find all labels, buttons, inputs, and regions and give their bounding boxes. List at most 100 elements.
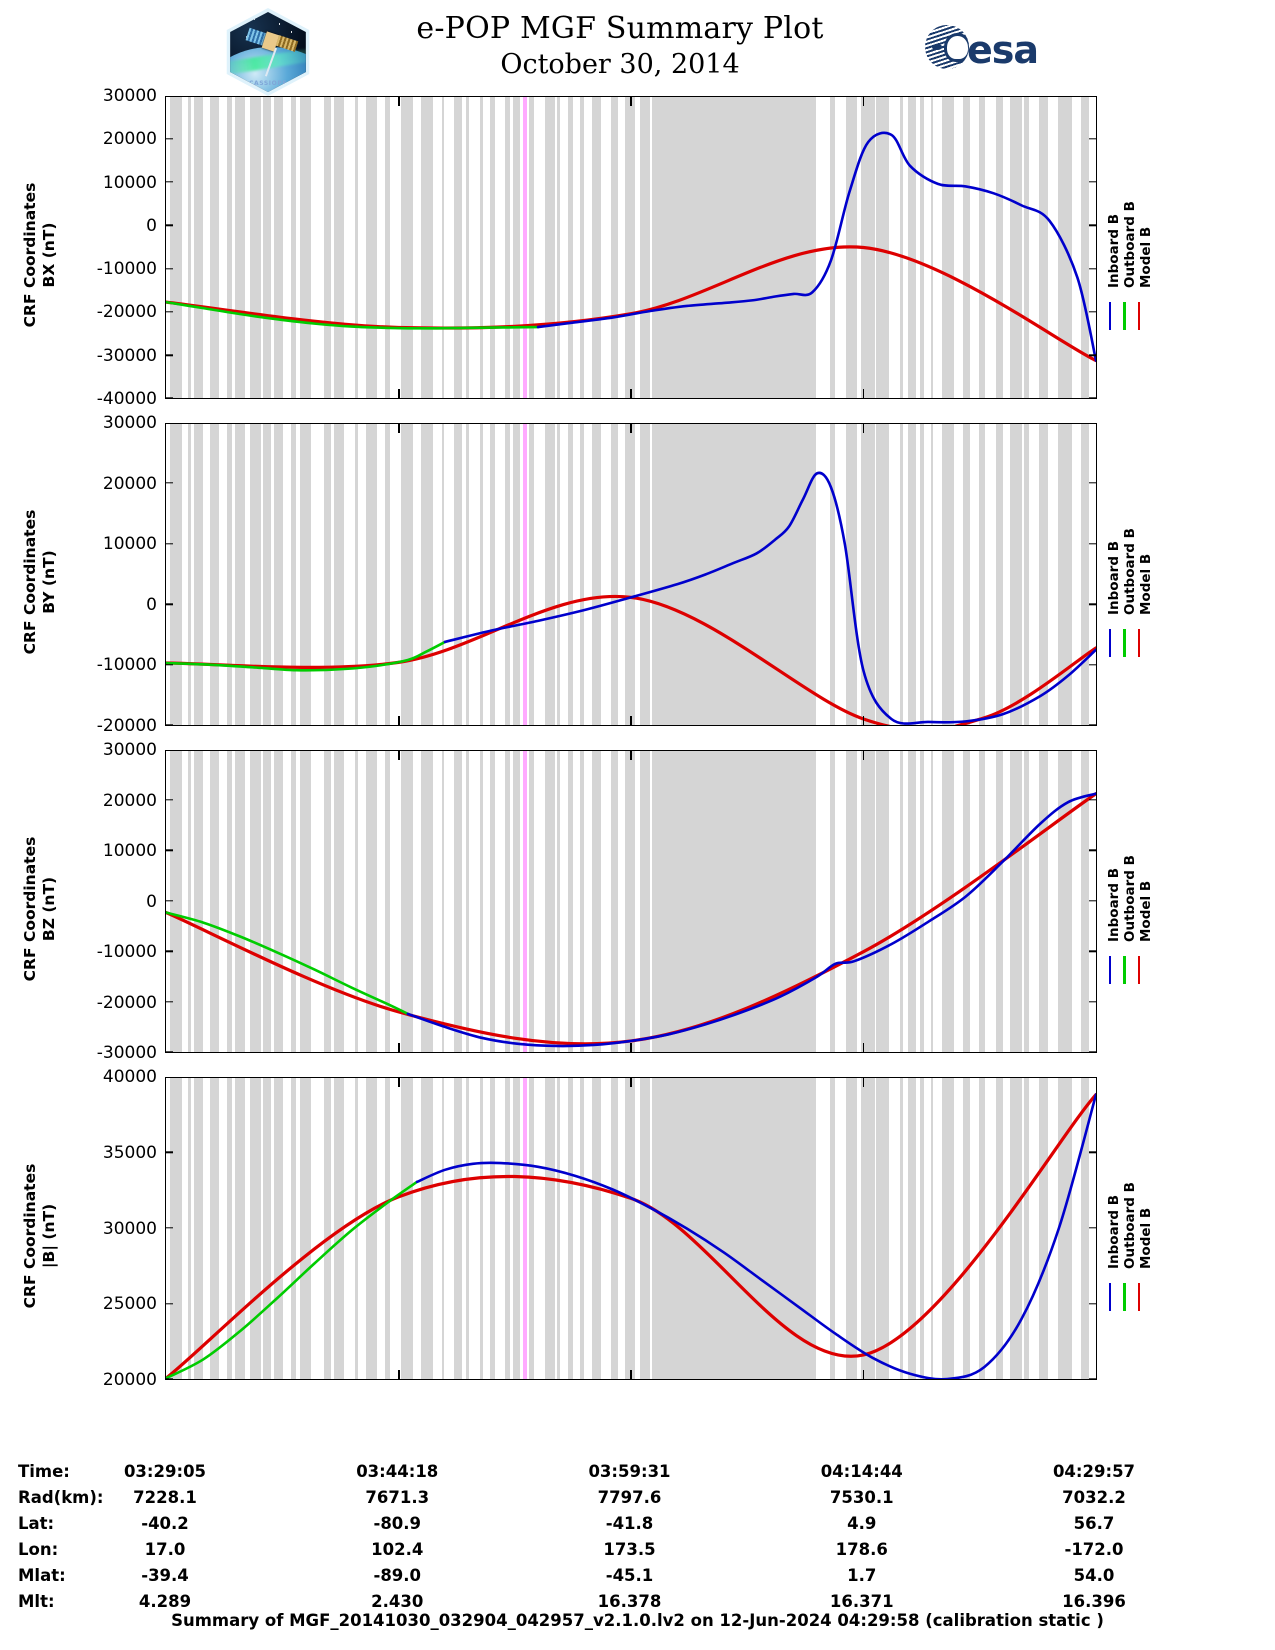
esa-wordmark: esa [967, 28, 1039, 72]
data-coverage-band [639, 751, 650, 1052]
data-coverage-band [639, 424, 650, 725]
y-tick-mark [1089, 482, 1096, 484]
y-tick-label: 20000 [102, 473, 157, 494]
y-tick-mark [1089, 724, 1096, 725]
data-coverage-band [845, 1078, 858, 1379]
data-coverage-band [401, 424, 414, 725]
data-coverage-band [963, 751, 970, 1052]
data-coverage-band [290, 751, 296, 1052]
y-tick-label: -20000 [96, 302, 157, 323]
y-tick-label: 35000 [102, 1142, 157, 1163]
data-coverage-band [591, 751, 602, 1052]
data-coverage-band [323, 424, 331, 725]
data-coverage-band [900, 1078, 903, 1379]
data-coverage-band [453, 97, 463, 398]
legend-label-outboard-b: Outboard B [1122, 200, 1138, 288]
table-cell: -41.8 [605, 1514, 654, 1533]
data-coverage-band [210, 97, 220, 398]
y-tick-label: 10000 [102, 841, 157, 861]
data-coverage-band [1039, 97, 1049, 398]
table-cell: 16.371 [829, 1592, 894, 1611]
data-coverage-band [995, 751, 1003, 1052]
data-coverage-band [490, 424, 495, 725]
table-cell: 7032.2 [1062, 1488, 1126, 1507]
data-coverage-band [274, 424, 283, 725]
legend-swatch-model-b [1137, 1282, 1141, 1311]
data-coverage-band [323, 97, 331, 398]
table-cell: -40.2 [141, 1514, 189, 1533]
data-coverage-band [490, 751, 495, 1052]
y-tick-mark [166, 137, 173, 140]
data-coverage-band [210, 751, 220, 1052]
data-coverage-band [920, 1078, 924, 1379]
y-tick-label: 0 [146, 594, 157, 615]
data-coverage-band [490, 1078, 495, 1379]
data-coverage-band [187, 97, 191, 398]
data-coverage-band [545, 1078, 556, 1379]
data-coverage-band [1080, 424, 1089, 725]
data-coverage-band [366, 97, 377, 398]
y-tick-mark [166, 181, 173, 183]
plot-area-1[interactable] [165, 96, 1097, 399]
event-marker-line [523, 424, 528, 725]
data-coverage-band [1010, 751, 1022, 1052]
y-tick-label: -20000 [96, 992, 157, 1013]
data-coverage-band [420, 751, 434, 1052]
y-tick-mark [1089, 137, 1096, 140]
row-label: Mlat: [18, 1566, 66, 1585]
y-tick-label: 0 [146, 891, 157, 912]
y-tick-label: 10000 [102, 534, 157, 555]
legend-label-inboard-b: Inboard B [1106, 1194, 1122, 1269]
legend-label-model-b: Model B [1138, 1207, 1154, 1269]
data-coverage-band [354, 424, 359, 725]
data-coverage-band [1010, 97, 1022, 398]
legend-swatch-inboard-b [1109, 955, 1112, 984]
y-tick-label: 30000 [102, 86, 157, 106]
legend-swatch-model-b [1137, 628, 1141, 657]
esa-logo-icon: esa [925, 22, 1045, 72]
y-tick-label: -10000 [96, 259, 157, 280]
data-coverage-band [860, 424, 875, 725]
data-coverage-band [529, 97, 535, 398]
data-coverage-band [401, 751, 414, 1052]
data-coverage-band [169, 751, 183, 1052]
table-row: Lon: 17.0 102.4 173.5 178.6 -172.0 [0, 1540, 1275, 1566]
data-coverage-band [505, 97, 510, 398]
plot-panel-1: CRF Coordinates BX (nT) 30000 20000 10000 0 -1… [0, 86, 1275, 409]
plot-area-4[interactable] [165, 1077, 1097, 1380]
data-coverage-band [978, 97, 985, 398]
legend-label-inboard-b: Inboard B [1106, 213, 1122, 288]
plot-area-2[interactable] [165, 423, 1097, 726]
series-line-outboard-b [166, 1180, 419, 1379]
table-cell: 56.7 [1073, 1514, 1115, 1533]
plot-area-3[interactable] [165, 750, 1097, 1053]
x-tick-mark [630, 1370, 632, 1379]
legend-swatch-outboard-b [1123, 955, 1126, 984]
page-title: e-POP MGF Summary Plot October 30, 2014 [330, 10, 910, 82]
y-tick-mark [166, 311, 173, 313]
table-cell: 102.4 [371, 1540, 424, 1559]
data-coverage-band [942, 751, 955, 1052]
data-coverage-band [1010, 424, 1022, 725]
data-coverage-band [441, 1078, 445, 1379]
data-coverage-band [1057, 751, 1072, 1052]
table-cell: -172.0 [1064, 1540, 1124, 1559]
y-tick-mark [166, 1151, 173, 1153]
data-coverage-band [401, 1078, 414, 1379]
x-tick-mark [630, 97, 632, 106]
y-tick-mark [1089, 900, 1096, 902]
data-coverage-band [465, 97, 470, 398]
legend-label-model-b: Model B [1138, 553, 1154, 615]
x-tick-mark [630, 389, 632, 398]
series-line-outboard-b [166, 640, 447, 672]
y-tick-labels: 30000 20000 10000 0 -10000 -20000 -30000 [0, 740, 157, 1063]
plot-panel-3: CRF Coordinates BZ (nT) 30000 20000 10000 0 -1… [0, 740, 1275, 1063]
legend-label-outboard-b: Outboard B [1122, 527, 1138, 615]
data-coverage-band [1039, 424, 1049, 725]
data-coverage-band [234, 97, 245, 398]
data-coverage-band [963, 1078, 970, 1379]
data-coverage-band [453, 424, 463, 725]
data-coverage-band [591, 97, 602, 398]
table-cell: 04:29:57 [1052, 1462, 1136, 1481]
data-coverage-band [942, 1078, 955, 1379]
